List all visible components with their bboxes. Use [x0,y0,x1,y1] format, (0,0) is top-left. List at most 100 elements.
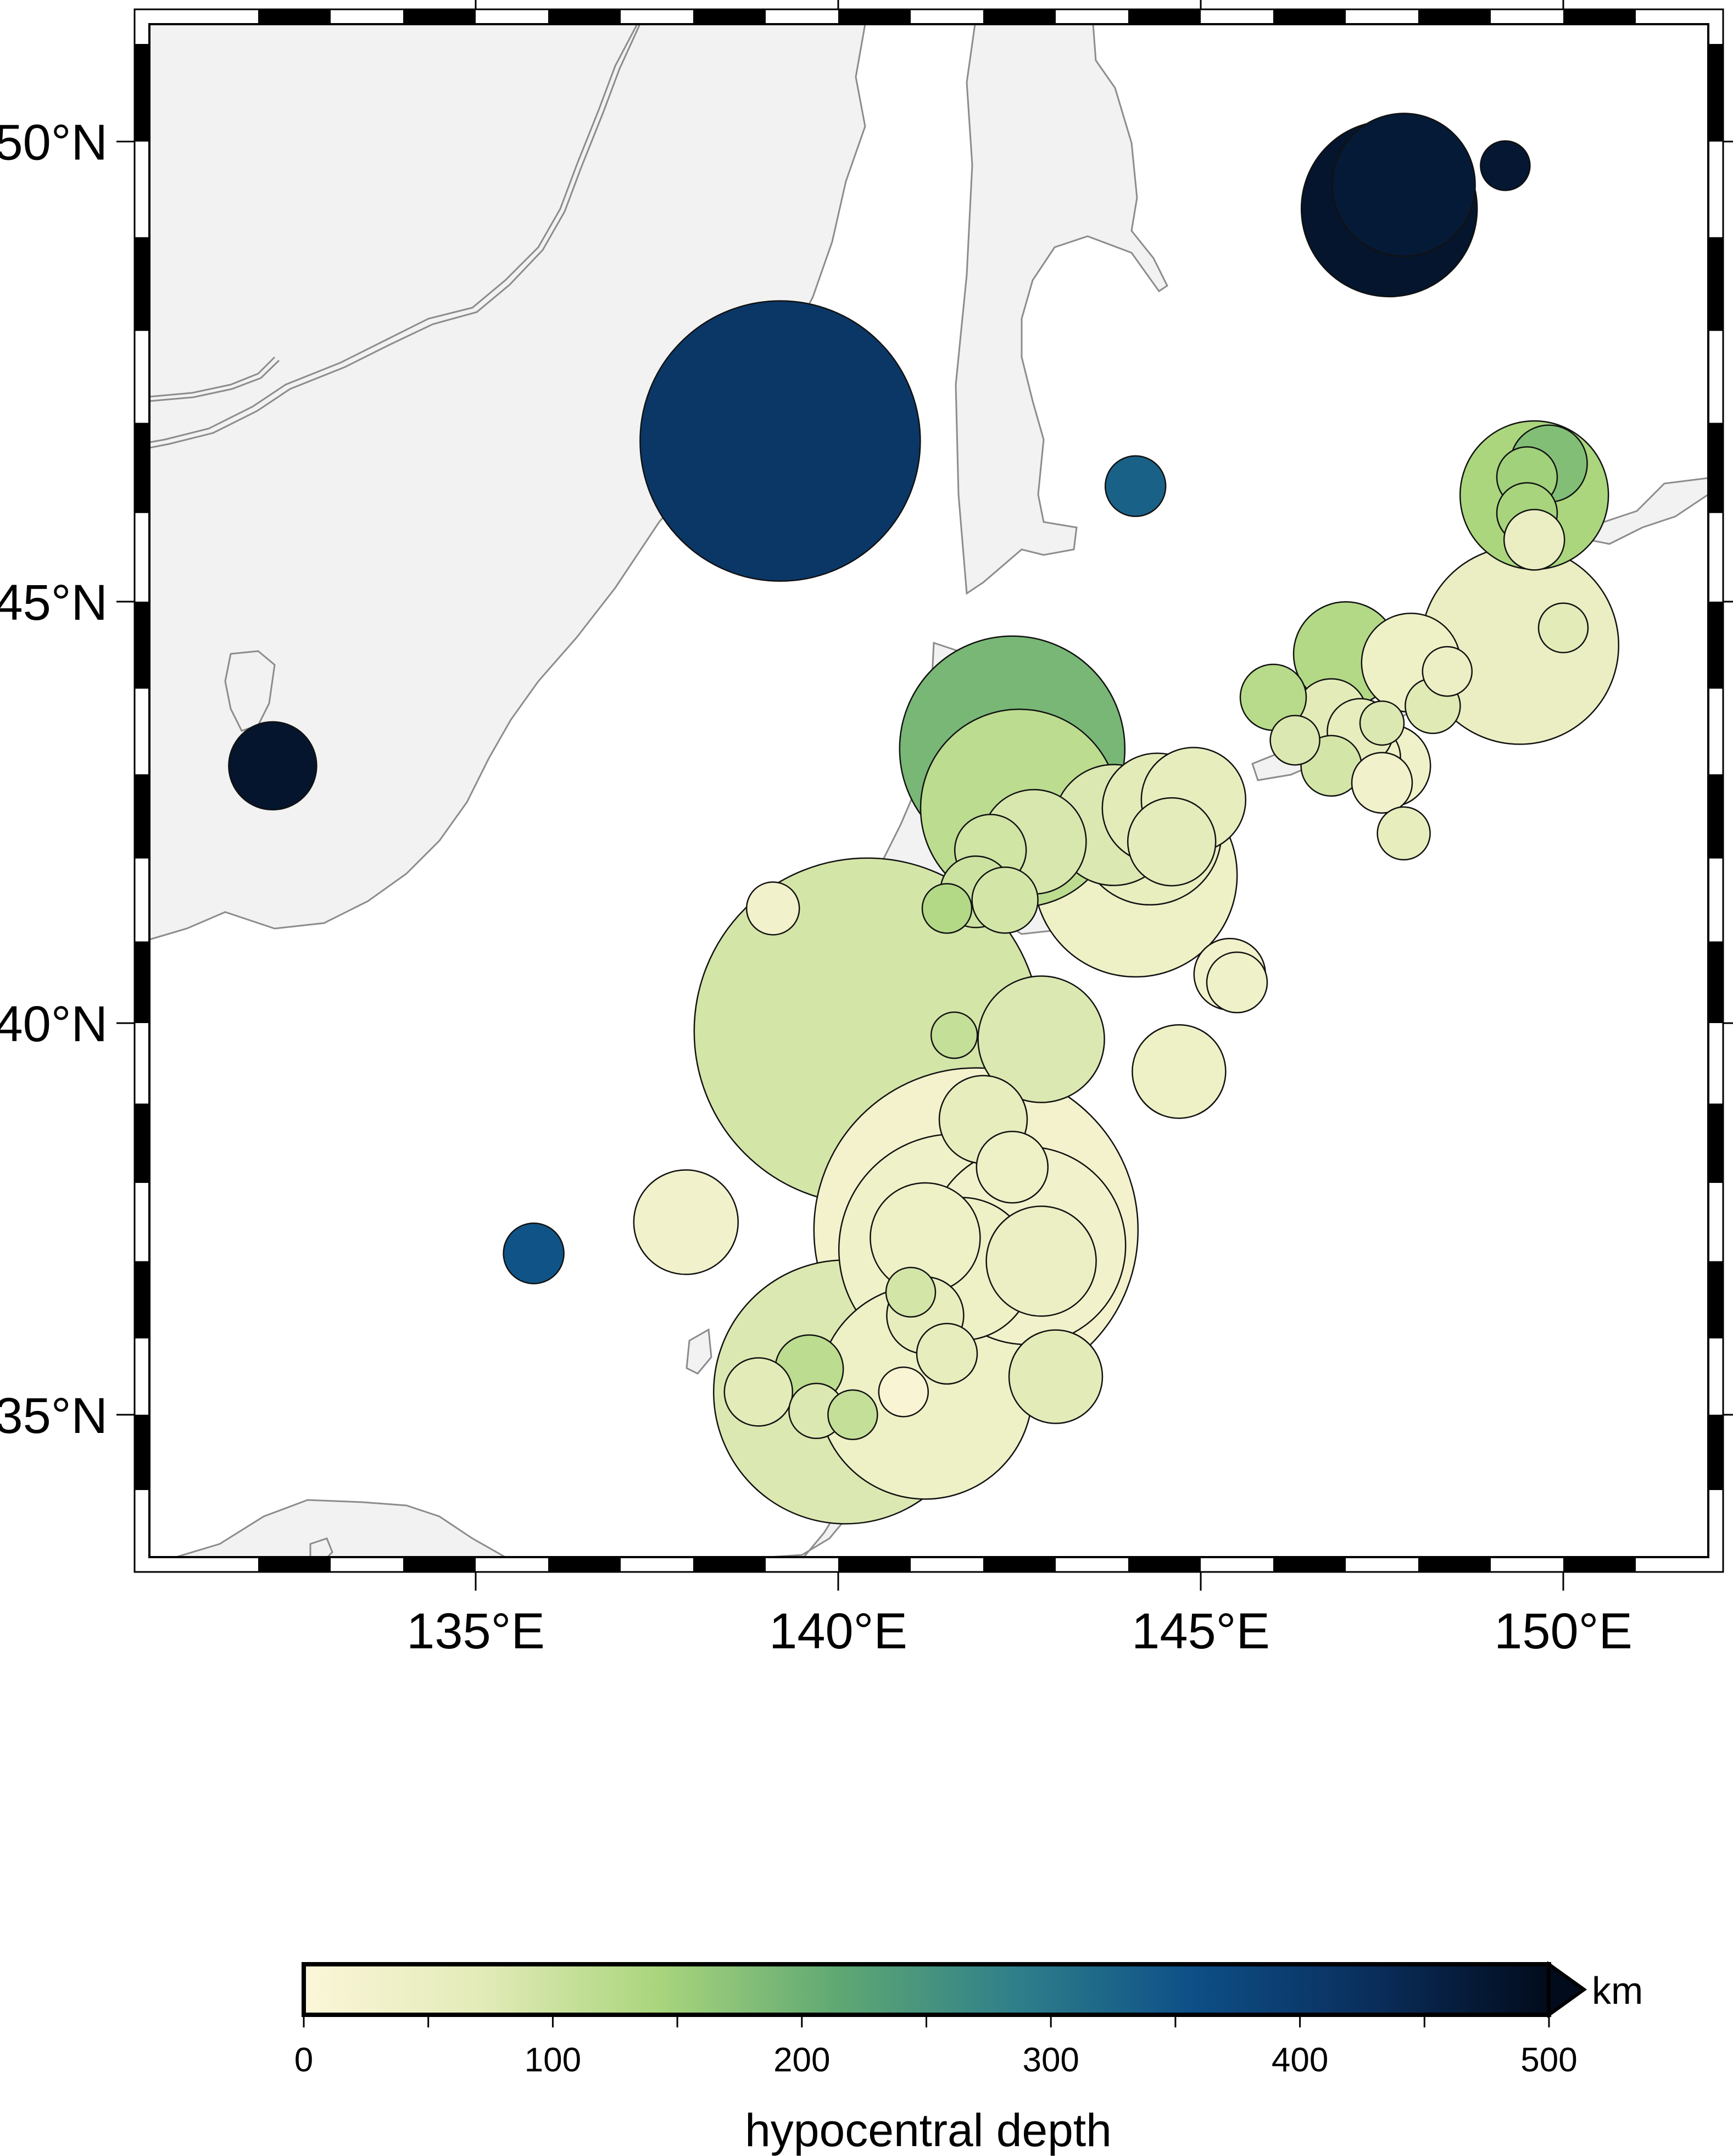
frame-bar-bottom [548,1557,621,1572]
frame-bar-left [135,1103,149,1183]
earthquake-marker [971,866,1039,934]
frame-bar-right [1708,1103,1723,1183]
frame-bar-left [135,1261,149,1338]
frame-bar-bottom [693,1557,766,1572]
earthquake-marker [1480,140,1531,191]
shikoku-island [149,1643,472,1786]
frame-bar-right [1708,774,1723,859]
earthquake-marker [503,1222,565,1285]
frame-bar-top [838,9,911,24]
earthquake-marker [228,721,317,811]
frame-bar-left [135,423,149,513]
frame-bar-right [1708,237,1723,331]
frame-bar-left [135,601,149,689]
colorbar-ramp [302,1962,1551,2017]
earthquake-marker [745,881,800,936]
boundary-lines [149,24,641,449]
colorbar-unit: km [1592,1969,1643,2012]
frame-bar-top [548,9,621,24]
frame-bar-left [135,237,149,331]
frame-bar-top [693,9,766,24]
frame-bar-left [135,941,149,1024]
kuril-north [1580,477,1708,545]
colorbar-overflow-triangle [1547,1961,1587,2018]
frame-bar-left [135,774,149,859]
lat-tick-label: 40°N [0,996,108,1052]
colorbar-tick-label: 300 [1022,2041,1079,2079]
frame-bar-right [1708,423,1723,513]
lon-tick-label: 145°E [1132,1603,1270,1659]
lon-tick-label: 135°E [406,1603,545,1659]
oki-island [309,1537,333,1557]
frame-bar-bottom [1128,1557,1201,1572]
earthquake-events [228,113,1620,1525]
earthquake-marker [885,1266,937,1318]
map-frame-outer [133,8,1724,1573]
earthquake-marker [878,1366,929,1418]
earthquake-marker [1132,1024,1227,1119]
colorbar-tick-label: 400 [1272,2041,1328,2079]
earthquake-marker [976,1130,1049,1204]
earthquake-marker [633,1169,739,1275]
frame-bar-top [1418,9,1491,24]
frame-bar-bottom [1273,1557,1346,1572]
lon-tick-label: 150°E [1494,1603,1632,1659]
lat-tick-label: 45°N [0,575,108,631]
frame-bar-top [1563,9,1636,24]
colorbar-tick-label: 500 [1520,2041,1577,2079]
frame-bar-top [258,9,331,24]
colorbar-tick-label: 0 [294,2041,313,2079]
earthquake-marker [1206,951,1268,1014]
earthquake-marker [1351,752,1413,814]
frame-bar-bottom [1563,1557,1636,1572]
border-line-1 [149,24,638,443]
frame-bar-right [1708,1261,1723,1338]
earthquake-marker [921,883,973,934]
earthquake-marker [1359,700,1405,746]
lat-tick-label: 35°N [0,1388,108,1444]
earthquake-marker [1377,806,1431,861]
frame-bar-top [1128,9,1201,24]
map-frame-border [135,9,1723,1572]
frame-bar-right [1708,601,1723,689]
axis-tick-labels: 135°E 140°E 145°E 150°E 35°N 40°N 45°N 50°N [0,0,1733,1659]
earthquake-marker [639,300,921,582]
colorbar-tick-label: 200 [773,2041,830,2079]
border-line-2 [149,24,641,449]
earthquake-marker [1422,646,1473,697]
lon-tick-label: 140°E [769,1603,907,1659]
earthquake-marker [1331,113,1476,257]
frame-bar-bottom [258,1557,331,1572]
colorbar-ticks: 0 100 200 300 400 500 [294,2017,1578,2079]
frame-bar-bottom [838,1557,911,1572]
earthquake-marker [1269,714,1320,766]
frame-bar-top [983,9,1056,24]
earthquake-marker [930,1011,978,1059]
frame-bar-right [1708,941,1723,1024]
frame-bar-bottom [983,1557,1056,1572]
frame-bar-top [403,9,476,24]
frame-bar-right [1708,43,1723,142]
frame-bar-left [135,43,149,142]
earthquake-marker [1127,797,1217,887]
earthquake-marker [1008,1329,1104,1424]
earthquake-marker [916,1323,978,1385]
frame-bar-top [1273,9,1346,24]
asia-mainland [149,24,866,941]
border-line-4 [149,359,280,402]
frame-bar-bottom [1418,1557,1491,1572]
earthquake-marker [1537,602,1589,654]
colorbar-tick-label: 100 [525,2041,581,2079]
earthquake-marker [1503,509,1565,571]
frame-bar-right [1708,1414,1723,1490]
earthquake-marker [723,1357,794,1427]
sado-island [686,1328,712,1375]
colorbar-title: hypocentral depth [745,2104,1112,2156]
earthquake-marker [977,975,1105,1103]
lat-tick-label: 50°N [0,115,108,171]
colorbar: km 0 100 200 300 400 500 hypocentral depth [294,1961,1643,2156]
border-line-3 [149,356,276,398]
earthquake-marker [827,1389,878,1441]
earthquake-marker [1104,455,1167,518]
